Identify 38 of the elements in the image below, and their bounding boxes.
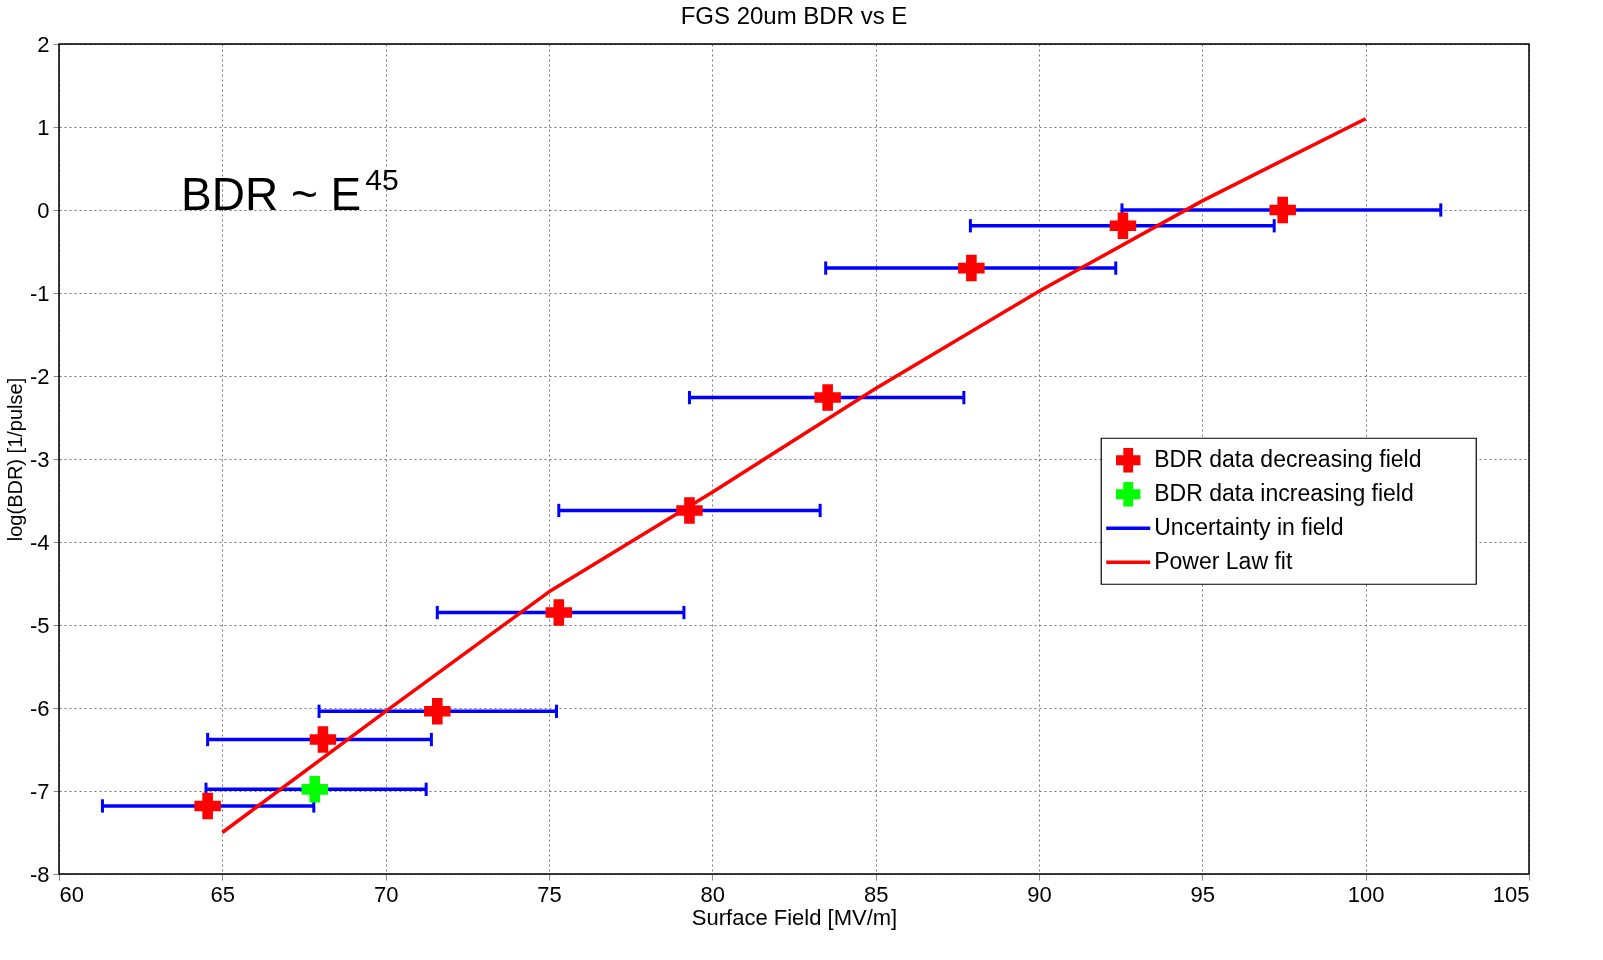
x-axis-title: Surface Field [MV/m] — [691, 904, 898, 930]
x-tick-label: 75 — [537, 881, 562, 907]
point — [309, 726, 337, 753]
x-tick-label: 80 — [700, 881, 726, 907]
y-tick-label: 0 — [37, 197, 50, 223]
legend-label: BDR data decreasing field — [1154, 446, 1422, 473]
x-tick-label: 105 — [1492, 881, 1530, 907]
x-tick-label: 60 — [59, 881, 84, 907]
point — [814, 384, 841, 411]
x-tick-label: 100 — [1347, 881, 1385, 907]
y-tick-label: -7 — [29, 778, 50, 804]
x-tick-label: 85 — [863, 881, 889, 907]
x-tick-label: 70 — [373, 881, 399, 907]
point — [1109, 212, 1137, 239]
x-tick-label: 95 — [1190, 881, 1216, 907]
x-tick-label: 65 — [210, 881, 236, 907]
point — [194, 792, 221, 820]
y-tick-label: 2 — [37, 31, 50, 57]
y-tick-label: -2 — [29, 363, 50, 389]
point — [545, 599, 573, 626]
y-tick-label: 1 — [37, 114, 50, 140]
y-tick-label: -5 — [29, 612, 50, 638]
point — [1269, 196, 1296, 224]
y-tick-label: -4 — [29, 529, 50, 555]
legend-label: Uncertainty in field — [1154, 514, 1344, 541]
y-tick-label: -6 — [29, 695, 50, 721]
legend-label: BDR data increasing field — [1154, 480, 1414, 507]
y-axis-title: log(BDR) [1/pulse] — [3, 377, 26, 542]
y-tick-label: -1 — [29, 280, 50, 306]
y-tick-label: -3 — [29, 446, 50, 472]
legend-label: Power Law fit — [1154, 548, 1293, 575]
point — [424, 698, 451, 725]
y-tick-label: -8 — [29, 861, 50, 887]
chart-title: FGS 20um BDR vs E — [680, 2, 908, 29]
point — [301, 776, 329, 803]
point — [676, 497, 703, 524]
x-tick-label: 90 — [1027, 881, 1052, 907]
point — [958, 254, 985, 282]
